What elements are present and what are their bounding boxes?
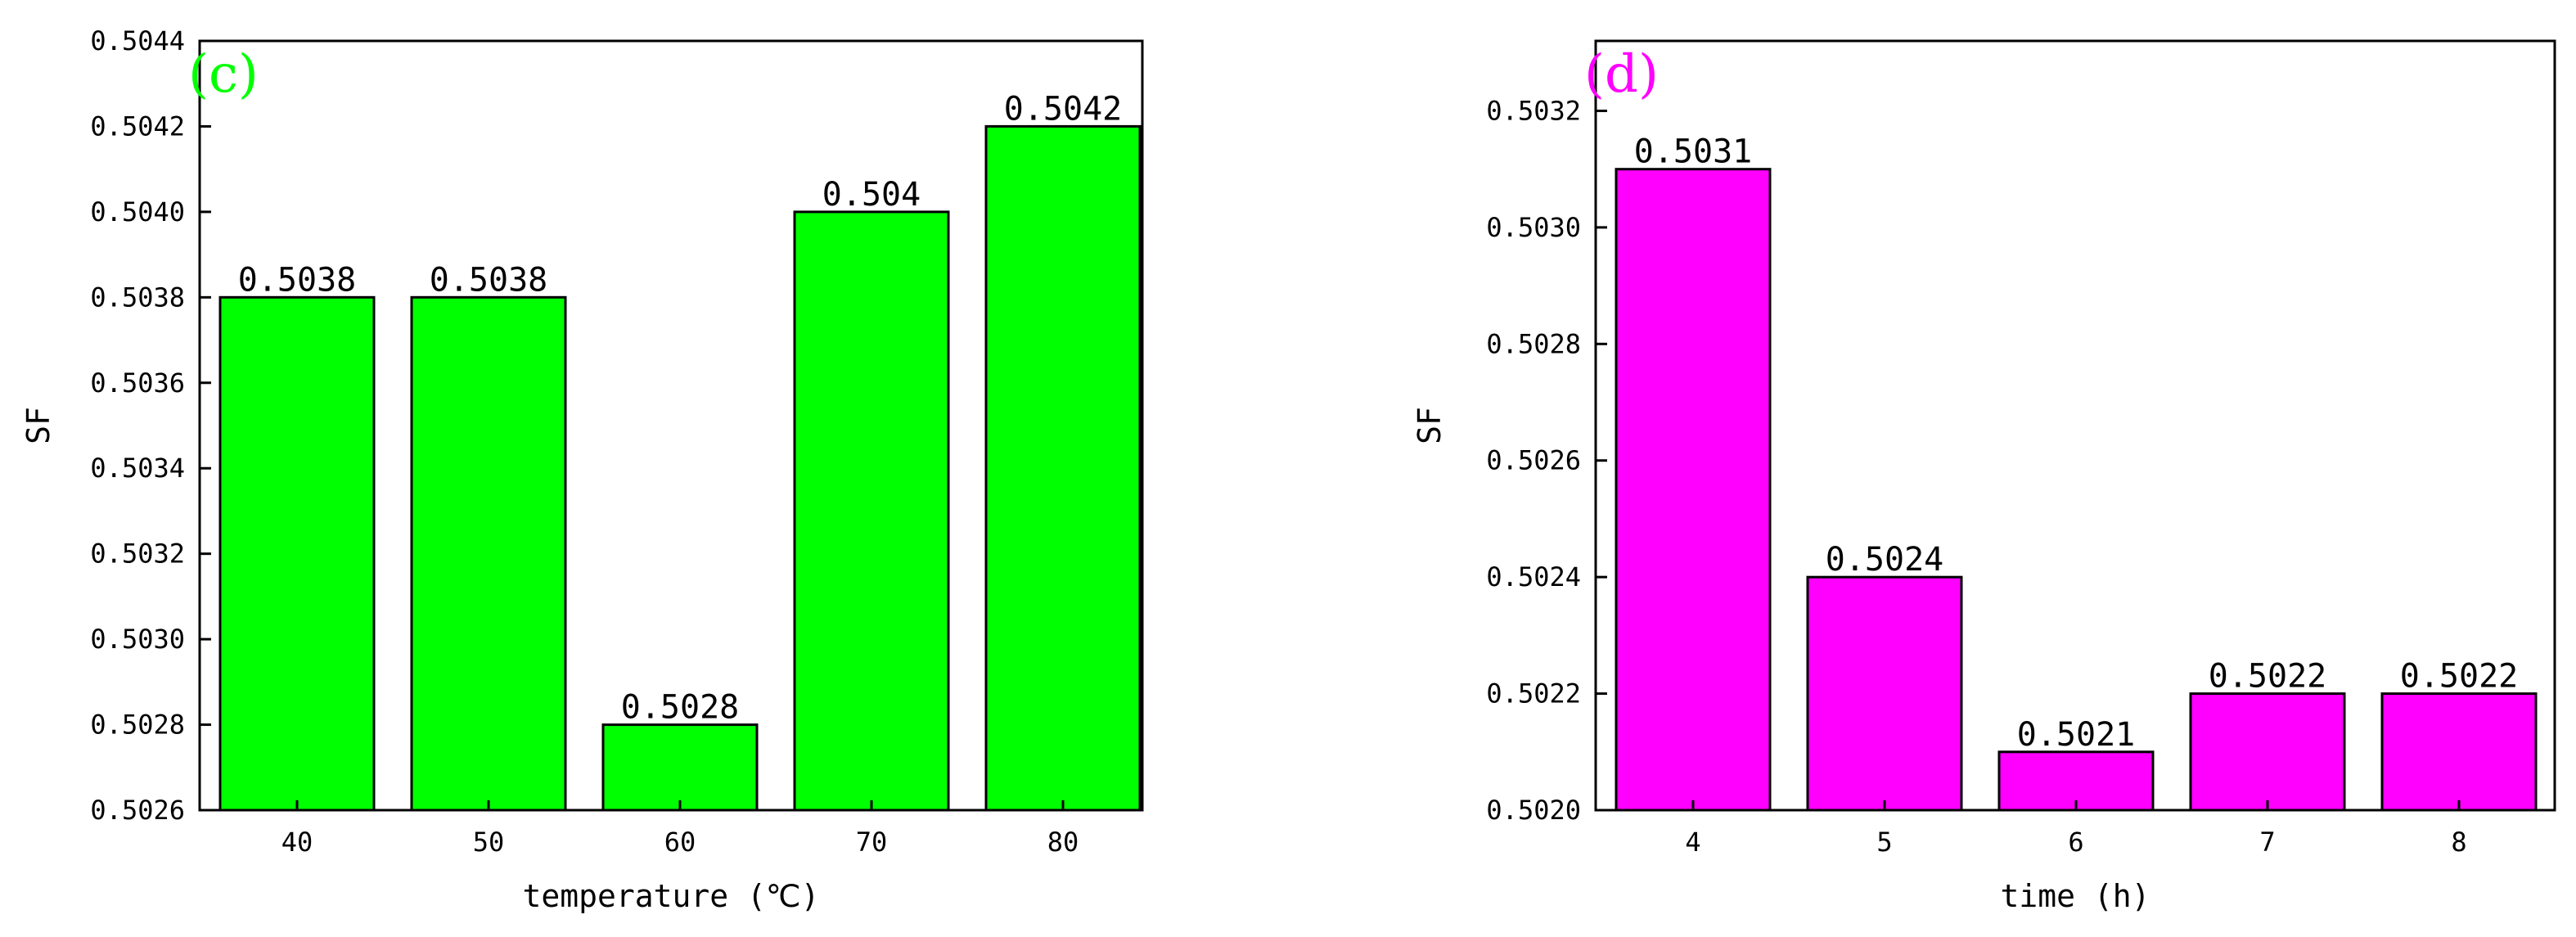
x-tick-label: 50 xyxy=(473,827,505,858)
y-tick-label: 0.5026 xyxy=(90,795,185,826)
x-axis-title: time (h) xyxy=(2000,878,2150,914)
y-tick-label: 0.5020 xyxy=(1486,795,1581,826)
y-tick-label: 0.5036 xyxy=(90,367,185,399)
bar-70 xyxy=(793,210,950,812)
y-tick-label: 0.5030 xyxy=(1486,212,1581,243)
bar-4 xyxy=(1615,168,1772,812)
bar-80 xyxy=(984,124,1142,812)
y-tick-label: 0.5022 xyxy=(1486,678,1581,710)
panel-label: (d) xyxy=(1584,44,1659,105)
data-label-6: 0.5021 xyxy=(2017,716,2136,754)
y-tick-label: 0.5038 xyxy=(90,282,185,313)
x-tick-label: 70 xyxy=(856,827,888,858)
y-tick-label: 0.5044 xyxy=(90,25,185,56)
bar-60 xyxy=(601,723,759,812)
x-axis-title: temperature (℃) xyxy=(523,878,820,914)
bar-40 xyxy=(218,295,376,812)
data-label-60: 0.5028 xyxy=(621,689,740,727)
x-tick-label: 5 xyxy=(1876,827,1892,858)
plot-frame xyxy=(198,39,1144,812)
data-label-70: 0.504 xyxy=(822,176,921,214)
y-tick-label: 0.5032 xyxy=(1486,96,1581,127)
y-tick-label: 0.5032 xyxy=(90,538,185,570)
y-tick-label: 0.5026 xyxy=(1486,445,1581,476)
bar-5 xyxy=(1806,575,1963,812)
bar-50 xyxy=(410,295,567,812)
bar-8 xyxy=(2380,692,2538,812)
data-label-50: 0.5038 xyxy=(430,261,548,299)
y-tick-label: 0.5040 xyxy=(90,196,185,227)
x-tick-label: 80 xyxy=(1047,827,1079,858)
data-label-5: 0.5024 xyxy=(1826,541,1944,579)
y-tick-label: 0.5028 xyxy=(90,710,185,741)
y-axis-title: SF xyxy=(20,407,56,444)
x-tick-label: 7 xyxy=(2259,827,2275,858)
x-tick-label: 4 xyxy=(1685,827,1700,858)
y-tick-label: 0.5024 xyxy=(1486,561,1581,592)
data-label-80: 0.5042 xyxy=(1004,90,1123,128)
x-tick-label: 40 xyxy=(281,827,313,858)
x-tick-label: 60 xyxy=(664,827,696,858)
y-tick-label: 0.5034 xyxy=(90,453,185,484)
data-label-4: 0.5031 xyxy=(1634,133,1753,171)
x-tick-label: 6 xyxy=(2068,827,2083,858)
panel-label: (c) xyxy=(188,44,259,105)
y-tick-label: 0.5042 xyxy=(90,110,185,142)
bar-7 xyxy=(2189,692,2346,812)
x-tick-label: 8 xyxy=(2451,827,2466,858)
y-tick-label: 0.5028 xyxy=(1486,328,1581,359)
data-label-8: 0.5022 xyxy=(2400,658,2519,696)
y-tick-label: 0.5030 xyxy=(90,624,185,655)
data-label-40: 0.5038 xyxy=(238,261,357,299)
data-label-7: 0.5022 xyxy=(2209,658,2327,696)
y-axis-title: SF xyxy=(1412,407,1448,444)
